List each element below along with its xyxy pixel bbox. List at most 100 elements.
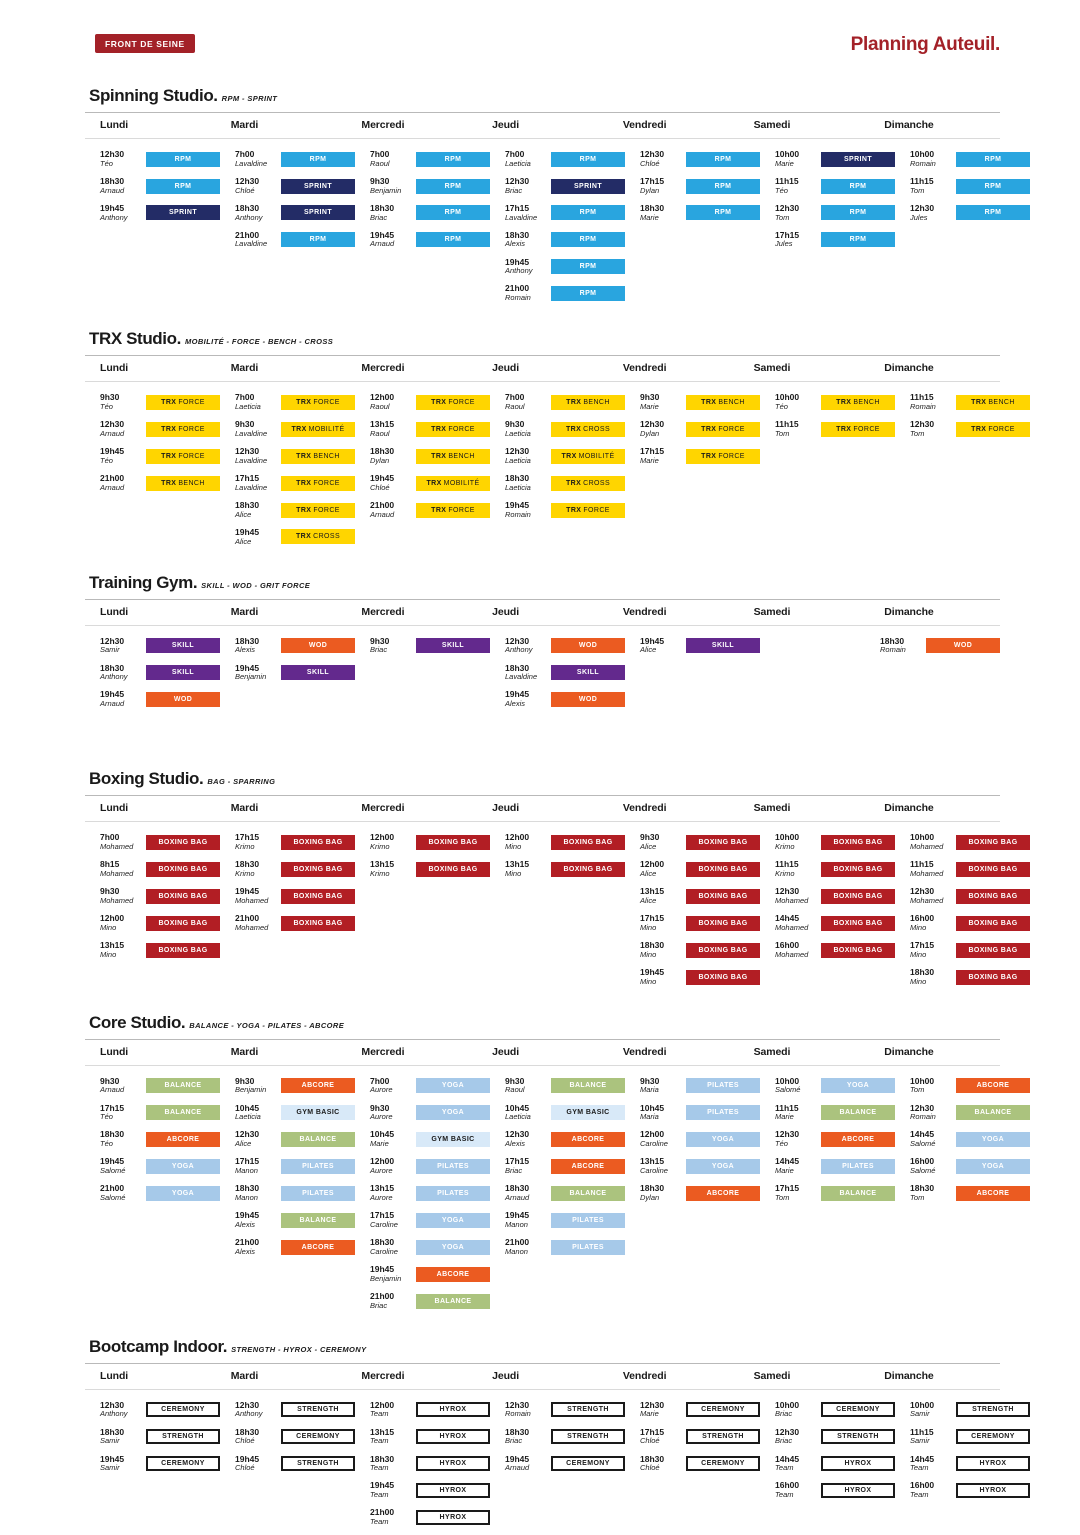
class-badge: TRX FORCE	[416, 502, 490, 518]
instructor-name: Dylan	[370, 455, 390, 465]
class-badge: ABCORE	[281, 1239, 355, 1255]
class-badge: SKILL	[146, 665, 220, 681]
class-time: 17h15	[505, 1156, 530, 1167]
instructor-name: Chloé	[640, 158, 660, 168]
class-badge: PILATES	[686, 1078, 760, 1094]
class-meta: 17h15 Dylan	[640, 176, 686, 195]
class-badge: BALANCE	[551, 1185, 625, 1201]
class-time: 9h30	[640, 392, 660, 403]
class-meta: 16h00 Team	[910, 1481, 956, 1499]
class-badge: GYM BASIC	[281, 1105, 355, 1121]
instructor-name: Mohamed	[775, 922, 809, 932]
class-time: 12h00	[370, 1156, 395, 1167]
day-column-samedi: 10h00 Marie SPRINT 11h15 Téo RPM 12h30 Tom RPM 17…	[760, 149, 895, 311]
class-meta: 18h30 Krimo	[235, 859, 281, 878]
class-entry: 13h15 Krimo BOXING BAG	[370, 859, 490, 878]
class-time: 18h30	[100, 662, 125, 673]
instructor-name: Raoul	[370, 158, 390, 168]
class-meta: 16h00 Team	[775, 1481, 821, 1499]
class-time: 12h30	[505, 1399, 530, 1410]
instructor-name: Laeticia	[505, 429, 531, 438]
instructor-name: Téo	[100, 455, 113, 465]
class-meta: 21h00 Alexis	[235, 1237, 281, 1256]
day-header-samedi: Samedi	[753, 605, 791, 618]
instructor-name: Mohamed	[910, 869, 944, 879]
class-meta: 10h45 Laeticia	[505, 1103, 551, 1122]
class-entry: 11h15 Mohamed BOXING BAG	[910, 859, 1030, 879]
instructor-name: Laeticia	[505, 455, 531, 465]
class-meta: 18h30 Team	[370, 1454, 416, 1473]
class-entry: 9h30 Benjamin ABCORE	[235, 1075, 355, 1095]
class-entry: 19h45 Benjamin ABCORE	[370, 1264, 490, 1283]
section-title: Spinning Studio.	[89, 86, 218, 105]
section-columns: 9h30 Téo TRX FORCE 12h30 Arnaud TRX FORCE 19h45 T…	[85, 382, 1030, 554]
class-entry: 14h45 Team HYROX	[775, 1454, 895, 1473]
class-badge: RPM	[281, 151, 355, 167]
class-badge: TRX BENCH	[551, 395, 625, 411]
class-entry: 9h30 Alice BOXING BAG	[640, 833, 760, 851]
class-meta: 19h45 Alexis	[505, 690, 551, 708]
day-header-samedi: Samedi	[753, 802, 791, 815]
class-entry: 11h15 Tom TRX FORCE	[775, 419, 895, 438]
class-entry: 18h30 Marie RPM	[640, 203, 760, 222]
class-badge: BOXING BAG	[551, 835, 625, 851]
class-entry: 21h00 Arnaud TRX BENCH	[100, 473, 220, 492]
day-header-samedi: Samedi	[753, 1045, 791, 1058]
class-entry: 7h00 Raoul RPM	[370, 149, 490, 168]
class-meta: 12h30 Tom	[775, 203, 821, 222]
class-meta: 19h45 Benjamin	[370, 1264, 416, 1283]
day-header-dimanche: Dimanche	[884, 802, 934, 815]
class-meta: 9h30 Arnaud	[100, 1076, 146, 1095]
class-time: 17h15	[910, 939, 935, 950]
class-badge: BOXING BAG	[821, 915, 895, 931]
day-header-lundi: Lundi	[100, 362, 129, 375]
class-entry: 12h00 Mino BOXING BAG	[100, 913, 220, 932]
instructor-name: Mino	[910, 922, 927, 932]
class-meta: 10h45 Laeticia	[235, 1103, 281, 1122]
instructor-name: Lavaldine	[505, 212, 538, 222]
day-header-vendredi: Vendredi	[622, 802, 667, 815]
class-badge: TRX CROSS	[551, 475, 625, 491]
class-time: 9h30	[235, 1075, 255, 1086]
class-time: 17h15	[235, 473, 260, 484]
class-entry: 10h00 Krimo BOXING BAG	[775, 833, 895, 851]
instructor-name: Marie	[640, 455, 659, 465]
instructor-name: Téo	[775, 1139, 788, 1149]
class-meta: 8h15 Mohamed	[100, 859, 146, 878]
class-badge: RPM	[956, 178, 1030, 194]
section-title: Boxing Studio.	[89, 769, 204, 789]
instructor-name: Aurore	[370, 1166, 393, 1176]
class-time: 9h30	[370, 175, 390, 186]
class-badge: TRX FORCE	[686, 421, 760, 437]
day-header-jeudi: Jeudi	[492, 802, 520, 815]
class-badge: ABCORE	[146, 1132, 220, 1148]
class-badge: PILATES	[686, 1105, 760, 1121]
class-meta: 18h30 Chloé	[235, 1427, 281, 1446]
class-entry: 18h30 Krimo BOXING BAG	[235, 859, 355, 878]
instructor-name: Alexis	[235, 645, 256, 655]
instructor-name: Alice	[640, 895, 657, 905]
class-badge: BALANCE	[821, 1185, 895, 1201]
instructor-name: Krimo	[370, 842, 390, 852]
class-meta: 12h30 Dylan	[640, 419, 686, 438]
class-badge: STRENGTH	[686, 1429, 760, 1445]
instructor-name: Alice	[640, 645, 657, 655]
class-entry: 18h30 Mino BOXING BAG	[910, 967, 1030, 986]
class-time: 19h45	[100, 1453, 125, 1464]
class-badge: BOXING BAG	[146, 835, 220, 851]
class-badge: TRX BENCH	[416, 448, 490, 464]
class-badge: TRX FORCE	[146, 448, 220, 464]
class-time: 19h45	[235, 886, 260, 897]
class-entry: 9h30 Laeticia TRX CROSS	[505, 419, 625, 438]
class-time: 12h30	[640, 149, 665, 159]
class-entry: 10h00 Mohamed BOXING BAG	[910, 833, 1030, 851]
class-time: 12h30	[910, 419, 935, 430]
class-entry: 14h45 Salomé YOGA	[910, 1130, 1030, 1148]
instructor-name: Samir	[100, 645, 120, 655]
class-meta: 13h15 Caroline	[640, 1157, 686, 1175]
class-badge: BOXING BAG	[281, 835, 355, 851]
class-time: 10h00	[775, 1075, 800, 1086]
class-meta: 10h00 Tom	[910, 1076, 956, 1095]
class-badge: ABCORE	[551, 1159, 625, 1175]
instructor-name: Arnaud	[505, 1193, 530, 1203]
